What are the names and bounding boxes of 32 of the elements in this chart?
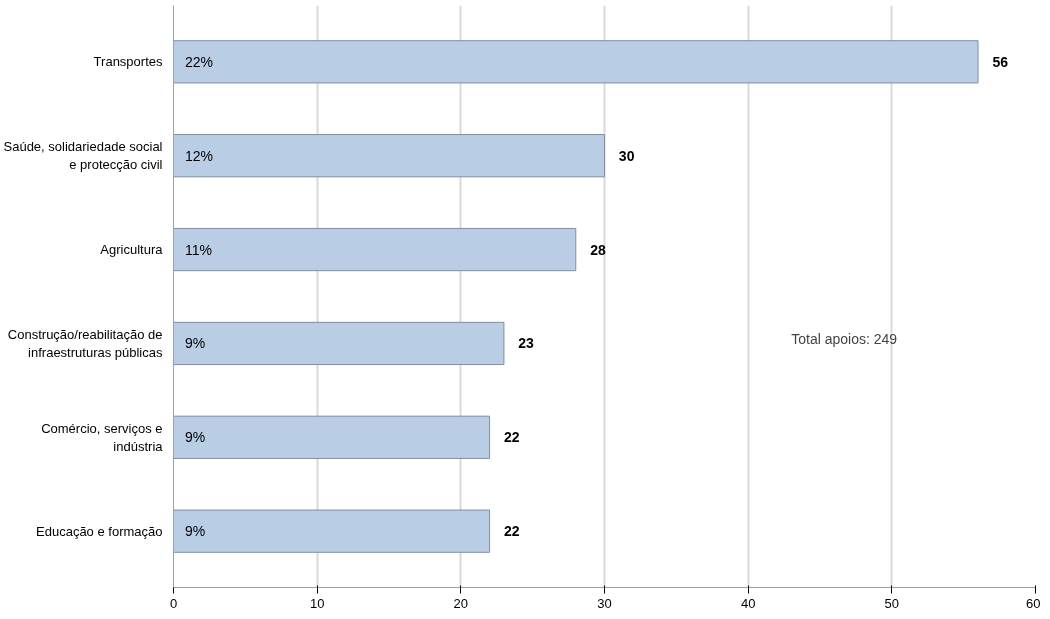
data-label: 30 bbox=[618, 147, 635, 164]
x-tick-label: 40 bbox=[740, 595, 756, 611]
bar bbox=[173, 415, 491, 459]
x-tick-label: 30 bbox=[597, 595, 612, 611]
annotation: 9% bbox=[184, 335, 206, 352]
annotation: 9% bbox=[184, 523, 206, 540]
y-tick-label: Agricultura bbox=[100, 242, 164, 258]
annotation: Total apoios: 249 bbox=[791, 330, 898, 347]
annotation: 22% bbox=[184, 53, 214, 70]
annotation: 12% bbox=[184, 147, 214, 164]
data-label: 22 bbox=[503, 429, 520, 446]
bar bbox=[173, 509, 491, 553]
data-label: 56 bbox=[992, 53, 1009, 70]
data-label: 23 bbox=[518, 335, 535, 352]
bar bbox=[173, 134, 605, 178]
y-tick-label: Construção/reabilitação de infraestruturas públicas bbox=[7, 326, 163, 360]
annotation: 9% bbox=[184, 429, 206, 446]
x-tick-label: 10 bbox=[309, 595, 325, 611]
y-tick-label: Educação e formação bbox=[36, 523, 163, 539]
data-label: 28 bbox=[590, 241, 606, 258]
bar bbox=[173, 227, 577, 272]
bar bbox=[173, 40, 979, 84]
y-tick-label: Comércio, serviços e indústria bbox=[41, 420, 164, 454]
x-tick-label: 20 bbox=[453, 595, 469, 611]
x-tick-label: 0 bbox=[169, 595, 178, 611]
data-label: 22 bbox=[503, 523, 520, 540]
x-tick-label: 50 bbox=[884, 595, 900, 611]
x-tick-label: 60 bbox=[1026, 595, 1041, 611]
annotation: 11% bbox=[184, 241, 212, 258]
y-tick-label: Transportes bbox=[93, 54, 163, 70]
y-tick-label: Saúde, solidariedade social e protecção civil bbox=[3, 139, 163, 173]
bar bbox=[173, 321, 505, 366]
